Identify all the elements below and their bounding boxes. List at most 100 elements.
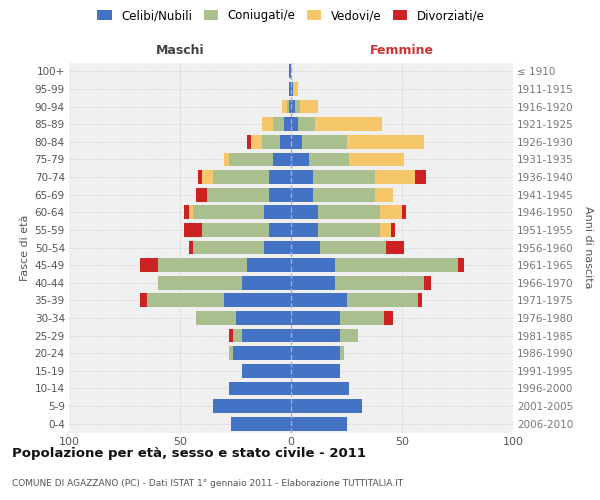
Bar: [242, 364, 291, 378]
Bar: [291, 311, 340, 325]
Bar: [189, 240, 193, 254]
Bar: [335, 258, 458, 272]
Bar: [298, 118, 316, 131]
Bar: [291, 206, 317, 219]
Bar: [184, 206, 189, 219]
Y-axis label: Anni di nascita: Anni di nascita: [583, 206, 593, 289]
Bar: [202, 223, 269, 237]
Bar: [269, 170, 291, 184]
Bar: [233, 328, 242, 342]
Bar: [233, 346, 291, 360]
Bar: [242, 276, 291, 289]
Bar: [335, 276, 424, 289]
Bar: [289, 100, 291, 114]
Bar: [273, 118, 284, 131]
Bar: [280, 135, 291, 148]
Bar: [196, 188, 206, 202]
Bar: [262, 118, 273, 131]
Bar: [380, 223, 391, 237]
Bar: [282, 100, 287, 114]
Bar: [291, 100, 295, 114]
Bar: [262, 135, 280, 148]
Bar: [380, 206, 402, 219]
Bar: [214, 170, 269, 184]
Bar: [193, 240, 265, 254]
Bar: [229, 152, 273, 166]
Bar: [265, 206, 291, 219]
Text: Popolazione per età, sesso e stato civile - 2011: Popolazione per età, sesso e stato civil…: [12, 448, 366, 460]
Bar: [309, 152, 349, 166]
Bar: [224, 152, 229, 166]
Bar: [289, 64, 291, 78]
Bar: [340, 328, 358, 342]
Bar: [376, 188, 393, 202]
Y-axis label: Fasce di età: Fasce di età: [20, 214, 31, 280]
Bar: [317, 206, 380, 219]
Bar: [402, 206, 406, 219]
Bar: [193, 206, 265, 219]
Bar: [291, 276, 335, 289]
Bar: [158, 258, 247, 272]
Legend: Celibi/Nubili, Coniugati/e, Vedovi/e, Divorziati/e: Celibi/Nubili, Coniugati/e, Vedovi/e, Di…: [97, 9, 485, 22]
Bar: [291, 170, 313, 184]
Text: COMUNE DI AGAZZANO (PC) - Dati ISTAT 1° gennaio 2011 - Elaborazione TUTTITALIA.I: COMUNE DI AGAZZANO (PC) - Dati ISTAT 1° …: [12, 479, 403, 488]
Bar: [198, 170, 202, 184]
Bar: [291, 223, 317, 237]
Bar: [386, 240, 404, 254]
Bar: [418, 294, 422, 307]
Bar: [289, 82, 291, 96]
Bar: [291, 258, 335, 272]
Bar: [376, 170, 415, 184]
Bar: [340, 346, 344, 360]
Bar: [313, 170, 376, 184]
Bar: [384, 311, 393, 325]
Bar: [214, 399, 291, 413]
Bar: [340, 311, 384, 325]
Bar: [347, 294, 418, 307]
Bar: [146, 294, 224, 307]
Bar: [291, 152, 309, 166]
Bar: [140, 258, 158, 272]
Bar: [140, 294, 146, 307]
Bar: [291, 118, 298, 131]
Bar: [247, 135, 251, 148]
Bar: [313, 188, 376, 202]
Bar: [415, 170, 427, 184]
Bar: [158, 276, 242, 289]
Bar: [284, 118, 291, 131]
Bar: [235, 311, 291, 325]
Bar: [196, 311, 235, 325]
Bar: [291, 417, 347, 430]
Bar: [269, 188, 291, 202]
Bar: [287, 100, 289, 114]
Bar: [291, 240, 320, 254]
Bar: [291, 399, 362, 413]
Bar: [189, 206, 193, 219]
Bar: [231, 417, 291, 430]
Bar: [458, 258, 464, 272]
Bar: [291, 188, 313, 202]
Bar: [229, 328, 233, 342]
Bar: [247, 258, 291, 272]
Bar: [229, 382, 291, 396]
Text: Femmine: Femmine: [370, 44, 434, 57]
Bar: [320, 240, 386, 254]
Bar: [229, 346, 233, 360]
Bar: [295, 100, 300, 114]
Bar: [291, 364, 340, 378]
Text: Maschi: Maschi: [155, 44, 205, 57]
Bar: [224, 294, 291, 307]
Bar: [291, 346, 340, 360]
Bar: [291, 382, 349, 396]
Bar: [206, 188, 269, 202]
Bar: [265, 240, 291, 254]
Bar: [202, 170, 214, 184]
Bar: [251, 135, 262, 148]
Bar: [349, 152, 404, 166]
Bar: [424, 276, 431, 289]
Bar: [291, 82, 293, 96]
Bar: [391, 223, 395, 237]
Bar: [242, 328, 291, 342]
Bar: [302, 135, 347, 148]
Bar: [273, 152, 291, 166]
